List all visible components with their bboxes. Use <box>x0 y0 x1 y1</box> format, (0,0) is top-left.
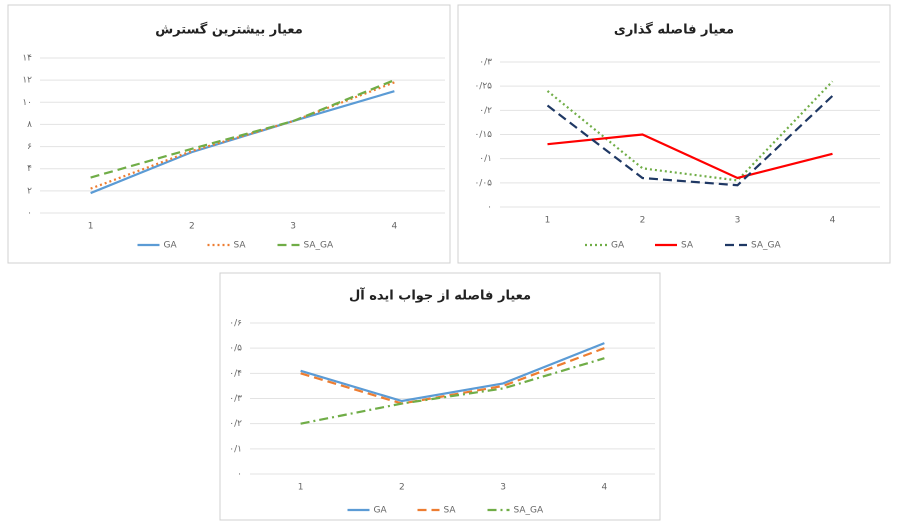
legend-label: SA_GA <box>304 241 335 251</box>
x-tick-label: 3 <box>500 483 506 493</box>
panel <box>8 5 450 263</box>
x-tick-label: 2 <box>189 222 195 232</box>
y-tick-label: ۱۲ <box>22 76 32 86</box>
chart-page: معیار بیشترین گسترش ۰ ۲ ۴ ۶ ۸ ۱۰ ۱۲ ۱۴ 1 2 3 4 GA SA SA… <box>0 0 898 521</box>
y-tick-label: ۰/۳ <box>479 58 492 68</box>
legend-label: SA_GA <box>751 241 782 251</box>
x-tick-label: 1 <box>545 216 551 226</box>
legend-label: SA_GA <box>514 506 545 516</box>
y-tick-label: ۰/۳ <box>229 394 242 404</box>
x-tick-label: 4 <box>392 222 398 232</box>
x-tick-label: 4 <box>602 483 608 493</box>
y-tick-label: ۰/۱۵ <box>474 130 492 140</box>
x-tick-label: 2 <box>399 483 405 493</box>
y-tick-label: ۰/۰۵ <box>474 178 492 188</box>
legend-label: GA <box>611 241 625 251</box>
y-tick-label: ۰/۵ <box>229 344 242 354</box>
legend-label: SA <box>444 506 457 516</box>
y-tick-label: ۰/۴ <box>229 369 242 379</box>
y-tick-label: ۰/۲ <box>479 106 492 116</box>
x-tick-label: 4 <box>830 216 836 226</box>
y-tick-label: ۰/۱ <box>229 444 242 454</box>
y-tick-label: ۴ <box>27 164 32 174</box>
y-tick-label: ۰ <box>27 209 32 219</box>
y-tick-label: ۰/۲۵ <box>474 82 492 92</box>
x-tick-label: 3 <box>735 216 741 226</box>
legend-label: SA <box>234 241 247 251</box>
chart-title: معیار بیشترین گسترش <box>155 22 303 38</box>
legend-label: GA <box>164 241 178 251</box>
y-tick-label: ۱۴ <box>22 54 32 64</box>
x-tick-label: 1 <box>298 483 304 493</box>
y-tick-label: ۰/۲ <box>229 419 242 429</box>
y-tick-label: ۶ <box>27 142 32 152</box>
y-tick-label: ۰ <box>487 203 492 213</box>
x-tick-label: 1 <box>88 222 94 232</box>
y-tick-label: ۰/۶ <box>229 319 242 329</box>
x-tick-label: 2 <box>640 216 646 226</box>
chart-title: معیار فاصله گذاری <box>614 22 734 38</box>
y-tick-label: ۱۰ <box>22 98 32 108</box>
y-tick-label: ۲ <box>27 186 32 196</box>
legend-label: SA <box>681 241 694 251</box>
chart-title: معیار فاصله از جواب ایده آل <box>349 287 531 304</box>
y-tick-label: ۸ <box>27 120 32 130</box>
y-tick-label: ۰ <box>237 470 242 480</box>
y-tick-label: ۰/۱ <box>479 154 492 164</box>
x-tick-label: 3 <box>290 222 296 232</box>
legend-label: GA <box>374 506 388 516</box>
